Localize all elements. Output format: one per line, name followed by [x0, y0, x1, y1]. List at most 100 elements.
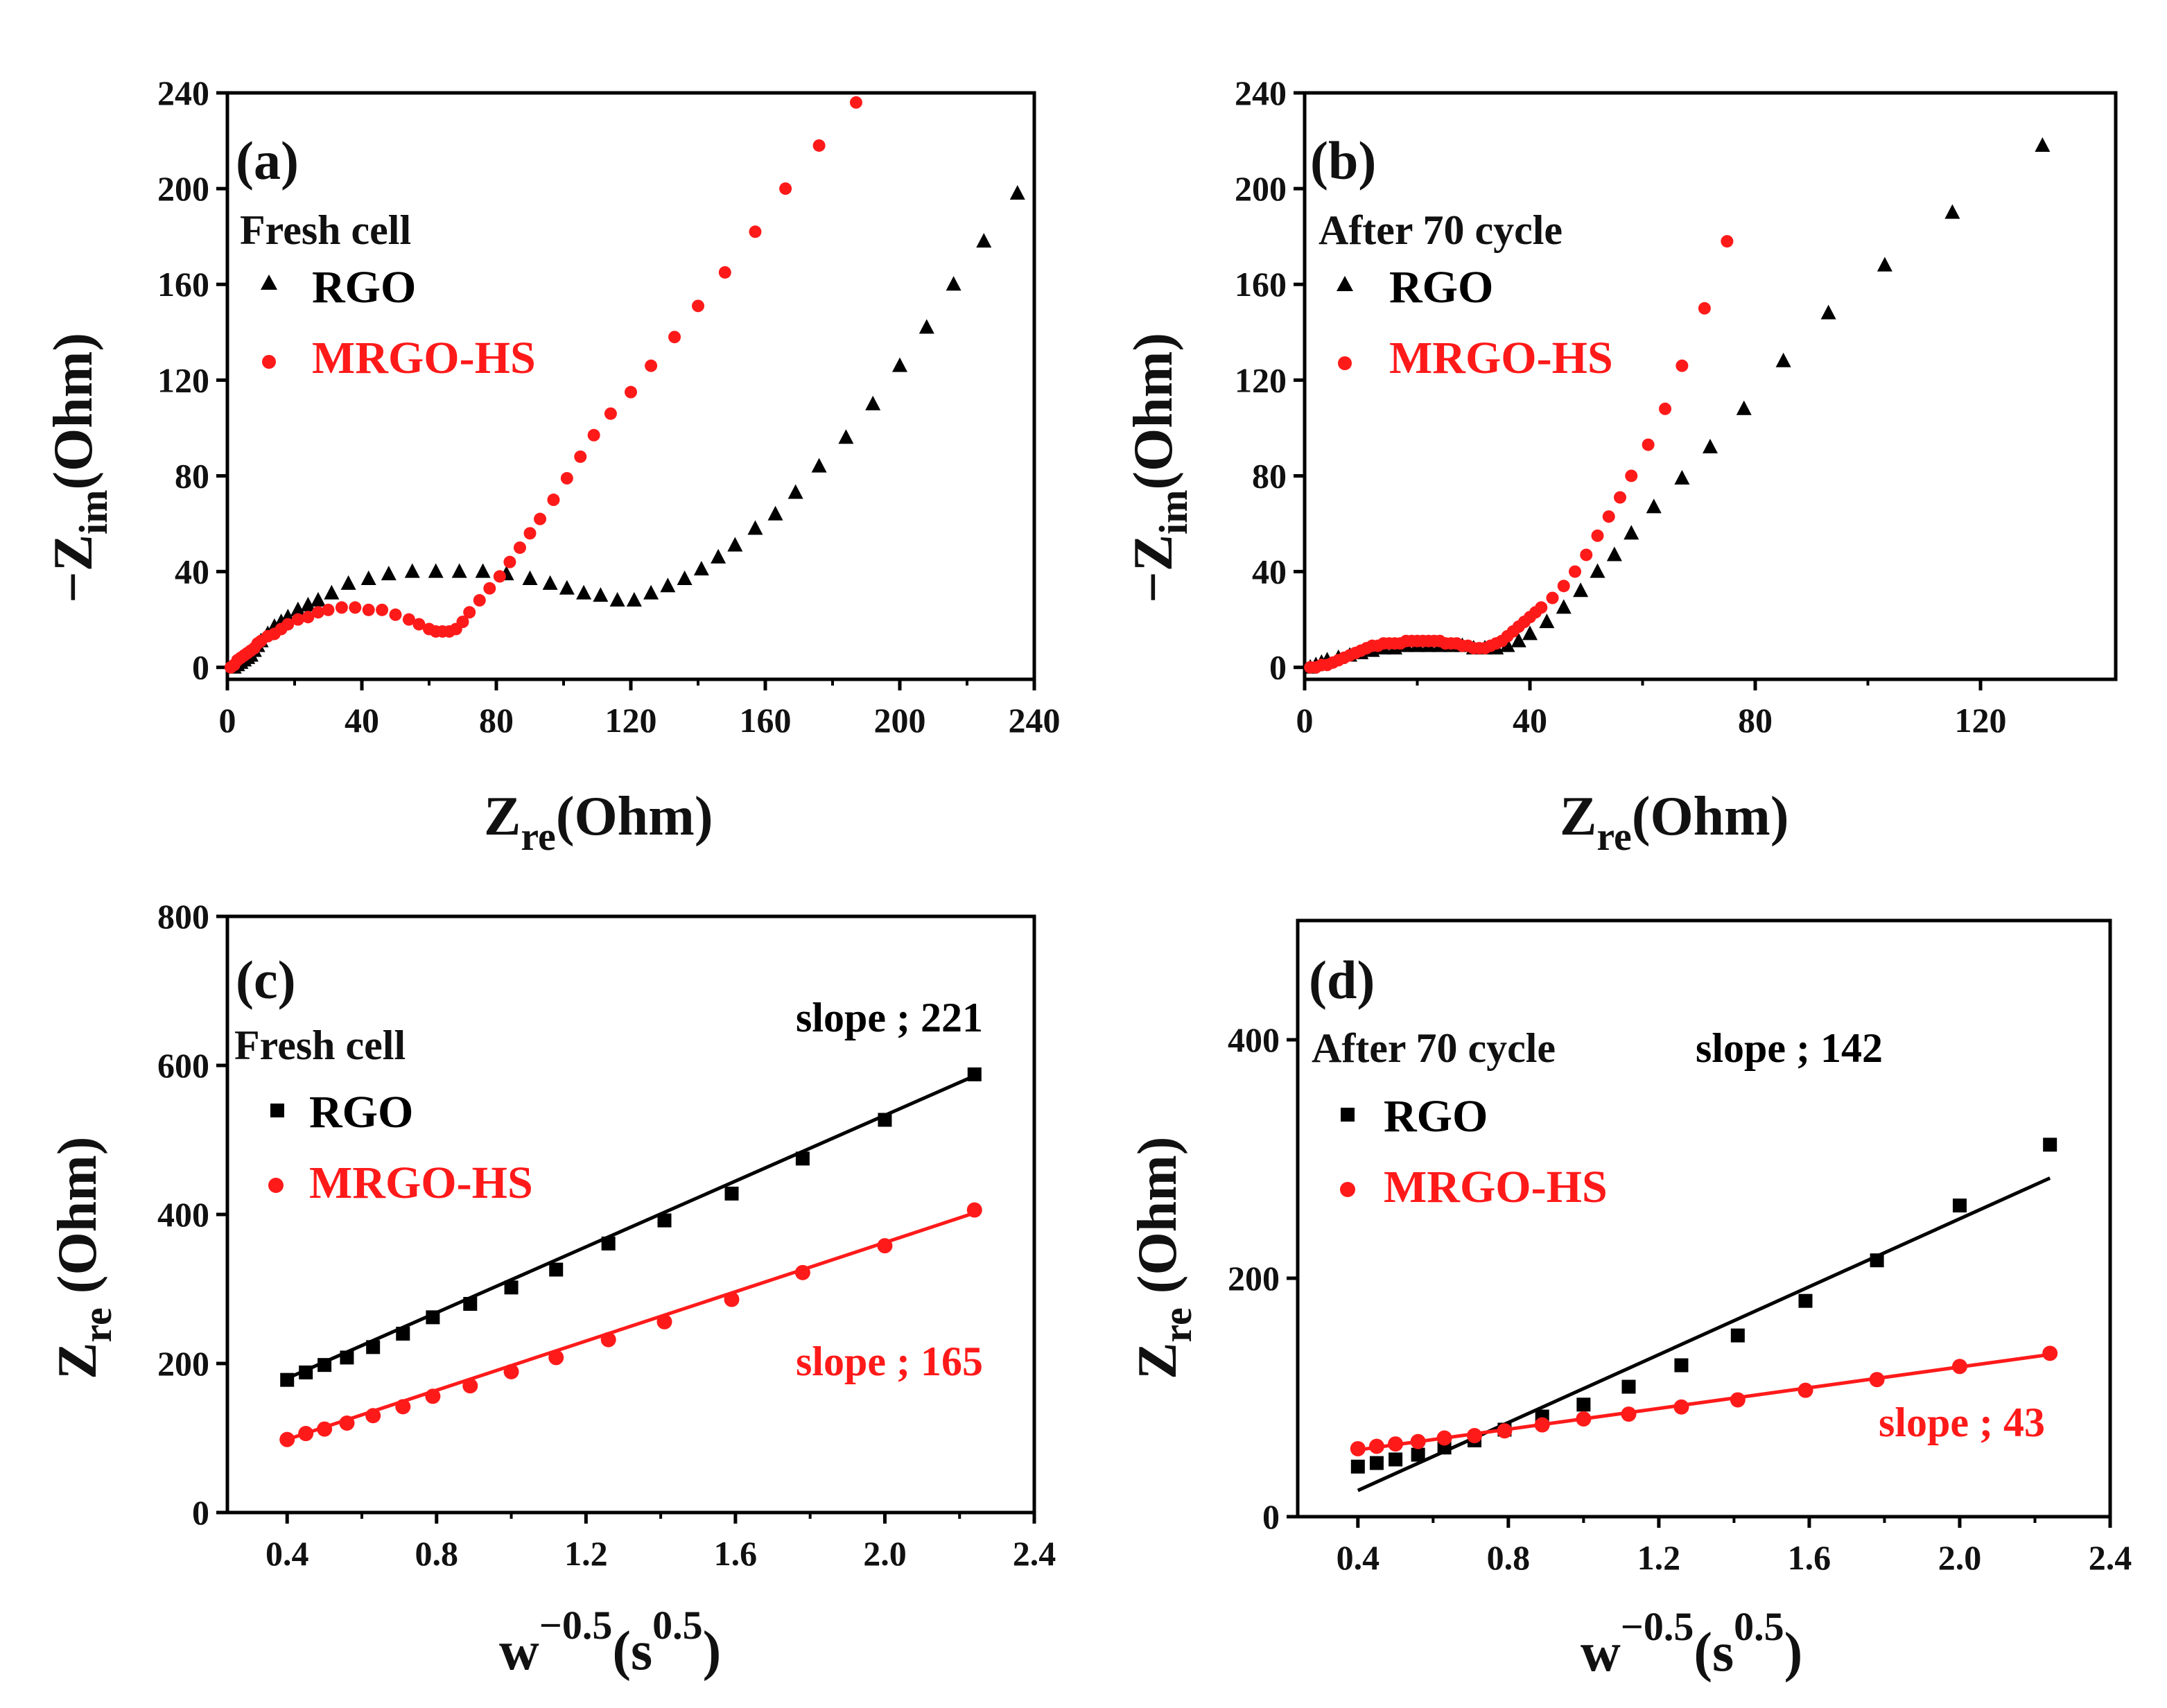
data-point-mrgo-hs: [966, 1202, 982, 1218]
data-point-rgo: [693, 561, 709, 576]
y-tick-label: 800: [157, 897, 209, 936]
data-point-mrgo-hs: [1591, 529, 1604, 542]
data-point-mrgo-hs: [523, 527, 537, 540]
data-point-mrgo-hs: [503, 1363, 519, 1379]
x-tick-label: 80: [1738, 701, 1773, 740]
data-point-rgo: [522, 570, 538, 585]
panel-b-frame: [1303, 91, 2118, 681]
data-point-rgo: [1411, 1447, 1425, 1462]
y-tick-label: 0: [1269, 648, 1287, 687]
y-tick-label: 400: [1228, 1020, 1280, 1059]
panel-b-ticks: 0 40 80 120 0 40 80 120 160 200 240: [1235, 73, 2007, 740]
panel-d-marks: [1350, 1138, 2058, 1492]
data-point-rgo: [463, 1297, 478, 1311]
data-point-rgo: [811, 458, 827, 473]
data-point-rgo: [381, 566, 397, 581]
x-tick-label: 40: [345, 701, 379, 740]
data-point-mrgo-hs: [473, 594, 486, 607]
data-point-rgo: [795, 1151, 810, 1166]
x-tick-label: 240: [1009, 701, 1061, 740]
panel-a-condition: Fresh cell: [240, 207, 411, 253]
data-point-rgo: [1703, 439, 1718, 454]
panel-a-legend: RGO MRGO-HS: [261, 262, 536, 383]
panel-b: 0 40 80 120 0 40 80 120 160 200 240 (b) After 70 c…: [1123, 73, 2118, 859]
data-point-rgo: [838, 429, 854, 444]
data-point-mrgo-hs: [1467, 1428, 1483, 1444]
data-point-rgo: [426, 1310, 440, 1325]
data-point-rgo: [711, 548, 726, 564]
data-point-mrgo-hs: [291, 613, 304, 626]
data-point-rgo: [576, 584, 592, 600]
data-point-mrgo-hs: [849, 96, 862, 109]
panel-c-ticks: 0.4 0.8 1.2 1.6 2.0 2.4 0 200 400 600 800: [157, 897, 1056, 1573]
panel-b-x-title: Zre(Ohm): [1560, 786, 1789, 859]
data-point-mrgo-hs: [534, 512, 547, 525]
data-point-mrgo-hs: [1580, 548, 1593, 561]
panel-d-legend: RGO MRGO-HS: [1340, 1091, 1608, 1212]
data-point-mrgo-hs: [1673, 1399, 1689, 1415]
data-point-mrgo-hs: [656, 1314, 672, 1330]
data-point-rgo: [1952, 1199, 1967, 1213]
data-point-mrgo-hs: [2042, 1345, 2058, 1361]
data-point-mrgo-hs: [1798, 1382, 1813, 1398]
y-tick-label: 120: [157, 360, 209, 399]
y-tick-label: 160: [157, 265, 209, 304]
data-point-mrgo-hs: [779, 182, 792, 195]
data-point-rgo: [1573, 582, 1589, 598]
data-point-rgo: [1539, 613, 1555, 629]
data-point-mrgo-hs: [279, 1431, 295, 1447]
y-tick-label: 240: [1235, 73, 1287, 112]
panel-d-slope-mrgo: slope ; 43: [1879, 1400, 2045, 1445]
data-point-mrgo-hs: [311, 606, 324, 619]
y-tick-label: 240: [157, 73, 209, 112]
data-point-mrgo-hs: [1621, 1406, 1637, 1422]
data-point-mrgo-hs: [1721, 235, 1734, 248]
data-point-mrgo-hs: [1642, 438, 1655, 451]
panel-c-marks: [279, 1067, 982, 1447]
data-point-mrgo-hs: [1659, 402, 1671, 415]
panel-c: 0.4 0.8 1.2 1.6 2.0 2.4 0 200 400 600 800 (c) Fres…: [47, 897, 1056, 1682]
y-tick-label: 200: [157, 1344, 209, 1383]
data-point-rgo: [360, 570, 376, 585]
data-point-rgo: [1870, 1253, 1884, 1268]
panel-c-condition: Fresh cell: [234, 1022, 406, 1068]
panel-a-ticks: 0 40 80 120 160 200 240 0 40 80 120 160 200 240: [157, 73, 1061, 740]
panel-a-y-title: −Zim(Ohm): [43, 333, 116, 603]
panel-a-x-title: Zre(Ohm): [484, 786, 713, 859]
data-point-rgo: [747, 520, 763, 535]
data-point-rgo: [310, 592, 326, 607]
y-tick-label: 0: [1262, 1497, 1280, 1536]
y-tick-label: 80: [1252, 456, 1287, 495]
data-point-mrgo-hs: [645, 359, 658, 372]
data-point-rgo: [1944, 204, 1960, 219]
data-point-mrgo-hs: [1569, 565, 1581, 578]
y-tick-label: 0: [192, 1493, 209, 1532]
data-point-mrgo-hs: [1625, 469, 1638, 482]
x-tick-label: 0.4: [1337, 1538, 1380, 1577]
data-point-rgo: [865, 395, 881, 410]
data-point-mrgo-hs: [724, 1291, 740, 1307]
panel-d-ticks: 0.4 0.8 1.2 1.6 2.0 2.4 0 200 400: [1228, 1020, 2132, 1577]
panel-b-condition: After 70 cycle: [1319, 207, 1563, 253]
panel-a-label: (a): [236, 130, 299, 191]
x-tick-label: 200: [874, 701, 926, 740]
data-point-mrgo-hs: [1869, 1372, 1885, 1388]
legend-d-mrgo-label: MRGO-HS: [1384, 1162, 1608, 1212]
data-point-mrgo-hs: [463, 606, 476, 619]
legend-b-rgo-marker: [1337, 276, 1353, 291]
data-point-rgo: [967, 1067, 982, 1081]
data-point-rgo: [660, 577, 676, 593]
data-point-mrgo-hs: [1730, 1392, 1746, 1408]
data-point-rgo: [1736, 400, 1752, 415]
y-tick-label: 120: [1235, 360, 1287, 399]
x-tick-label: 1.6: [714, 1534, 758, 1573]
legend-c-mrgo-marker: [268, 1178, 284, 1193]
data-point-mrgo-hs: [574, 450, 587, 463]
data-point-mrgo-hs: [365, 1408, 381, 1424]
data-point-rgo: [609, 592, 625, 607]
data-point-mrgo-hs: [1576, 1411, 1592, 1427]
data-point-mrgo-hs: [625, 385, 637, 399]
x-tick-label: 40: [1513, 701, 1547, 740]
data-point-mrgo-hs: [376, 603, 389, 616]
legend-d-rgo-marker: [1341, 1108, 1355, 1122]
